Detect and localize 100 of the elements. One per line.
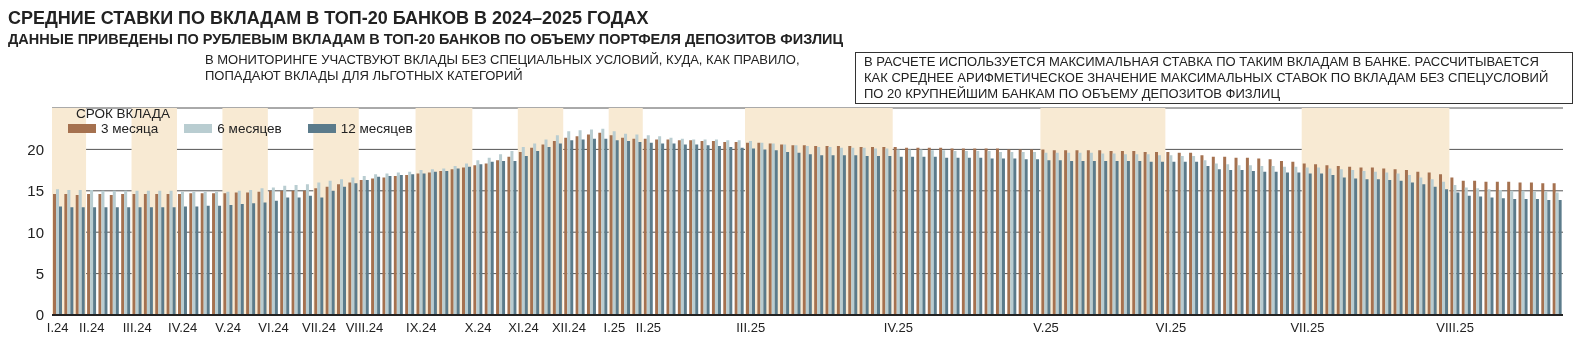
bar bbox=[229, 204, 233, 315]
bar bbox=[1189, 152, 1193, 315]
bar bbox=[1257, 158, 1261, 315]
bar bbox=[149, 207, 153, 315]
bar bbox=[1234, 157, 1238, 315]
x-tick-label: VIII.24 bbox=[345, 320, 384, 336]
bar bbox=[1476, 188, 1480, 315]
bar bbox=[325, 186, 329, 315]
bar bbox=[158, 190, 162, 315]
bar bbox=[115, 207, 119, 315]
bar bbox=[1013, 158, 1017, 315]
bar bbox=[1183, 161, 1187, 315]
bar bbox=[1001, 158, 1005, 315]
bar bbox=[820, 155, 824, 315]
bar bbox=[1279, 160, 1283, 315]
bar bbox=[1487, 189, 1491, 315]
bar bbox=[945, 157, 949, 315]
bar bbox=[1158, 155, 1162, 315]
bar bbox=[331, 190, 335, 315]
bar bbox=[1535, 199, 1539, 315]
bar bbox=[476, 160, 480, 315]
legend-label: 3 месяца bbox=[101, 121, 159, 136]
bar bbox=[1308, 173, 1312, 315]
bar bbox=[530, 147, 534, 315]
bar bbox=[121, 194, 125, 315]
bar bbox=[155, 194, 159, 315]
bar bbox=[183, 206, 187, 315]
bar bbox=[1263, 171, 1267, 315]
bar bbox=[343, 186, 347, 315]
bar bbox=[348, 182, 352, 315]
x-tick-label: IV.24 bbox=[168, 320, 198, 336]
bar bbox=[1149, 161, 1153, 315]
bar bbox=[1547, 199, 1551, 315]
bar bbox=[967, 157, 971, 315]
x-tick-label: VI.25 bbox=[1155, 320, 1187, 336]
bar bbox=[797, 152, 801, 315]
bar bbox=[695, 144, 699, 315]
bar bbox=[1518, 182, 1522, 315]
bar bbox=[127, 207, 131, 315]
bar bbox=[90, 189, 94, 315]
bar bbox=[362, 175, 366, 315]
bar bbox=[1302, 163, 1306, 315]
bar bbox=[1541, 183, 1545, 315]
bar bbox=[1203, 160, 1207, 315]
bar bbox=[555, 135, 559, 315]
bar bbox=[359, 180, 363, 315]
bar bbox=[286, 197, 290, 315]
bar bbox=[93, 207, 97, 315]
bar bbox=[507, 156, 511, 315]
bar bbox=[308, 195, 312, 315]
bar bbox=[533, 143, 537, 315]
bar bbox=[70, 207, 74, 315]
bar bbox=[1385, 172, 1389, 315]
bar bbox=[1382, 168, 1386, 315]
bar bbox=[305, 184, 309, 315]
bar bbox=[143, 194, 147, 315]
bar bbox=[1524, 199, 1528, 315]
bar bbox=[1342, 177, 1346, 315]
bar bbox=[1339, 169, 1343, 315]
bar bbox=[706, 145, 710, 315]
y-tick-label: 10 bbox=[27, 223, 44, 241]
bar bbox=[1479, 196, 1483, 315]
bar bbox=[67, 189, 71, 315]
bar bbox=[1532, 191, 1536, 315]
bar bbox=[1354, 178, 1358, 315]
x-tick-label: III.25 bbox=[736, 320, 766, 336]
bar bbox=[263, 202, 267, 315]
bar bbox=[922, 156, 926, 315]
bar bbox=[888, 156, 892, 315]
bar bbox=[536, 151, 540, 315]
bar bbox=[112, 190, 116, 315]
bar bbox=[320, 197, 324, 315]
bar bbox=[1297, 172, 1301, 315]
bar bbox=[541, 144, 545, 315]
bar bbox=[661, 143, 665, 315]
bar bbox=[842, 155, 846, 315]
bar bbox=[1336, 165, 1340, 315]
bar bbox=[1473, 180, 1477, 315]
y-tick-label: 5 bbox=[35, 264, 44, 282]
bar bbox=[1419, 177, 1423, 315]
bar bbox=[547, 146, 551, 315]
bar bbox=[510, 151, 514, 315]
bar bbox=[75, 194, 79, 315]
bar bbox=[1348, 166, 1352, 315]
bar bbox=[1081, 160, 1085, 315]
bar bbox=[786, 151, 790, 315]
bar bbox=[1430, 179, 1434, 315]
bar bbox=[1206, 165, 1210, 315]
bar bbox=[876, 156, 880, 315]
bar bbox=[317, 182, 321, 315]
bar bbox=[1555, 192, 1559, 315]
x-tick-label: II.24 bbox=[79, 320, 105, 336]
bar bbox=[1427, 172, 1431, 315]
text: В МОНИТОРИНГЕ УЧАСТВУЮТ ВКЛАДЫ БЕЗ СПЕЦИАЛЬНЫХ УСЛОВИЙ, КУДА, КАК ПРАВИЛО, ПОПАДАЮТ ВКЛАДЫ ДЛЯ ЛЬГОТНЫХ КАТЕГОРИЙ bbox=[205, 52, 801, 84]
bar bbox=[382, 177, 386, 315]
text: В РАСЧЕТЕ ИСПОЛЬЗУЕТСЯ МАКСИМАЛЬНАЯ СТАВКА ПО ТАКИМ ВКЛАДАМ В БАНКЕ. РАССЧИТЫВАЕТСЯ КАК СРЕДНЕЕ АРИФМЕТИЧЕСКОЕ ЗНАЧЕНИЕ МАКСИМАЛЬНЫХ СТАВОК ПО ВКЛАДАМ БЕЗ СПЕЦУСЛОВИЙ ПО 20 КРУПНЕЙШИМ БАНКАМ ПО ОБЪЕМУ ДЕПОЗИТОВ ФИЗЛИЦ bbox=[855, 52, 1573, 104]
bar bbox=[1211, 156, 1215, 315]
bar bbox=[274, 200, 278, 315]
bar bbox=[314, 188, 318, 315]
bar bbox=[464, 163, 468, 315]
